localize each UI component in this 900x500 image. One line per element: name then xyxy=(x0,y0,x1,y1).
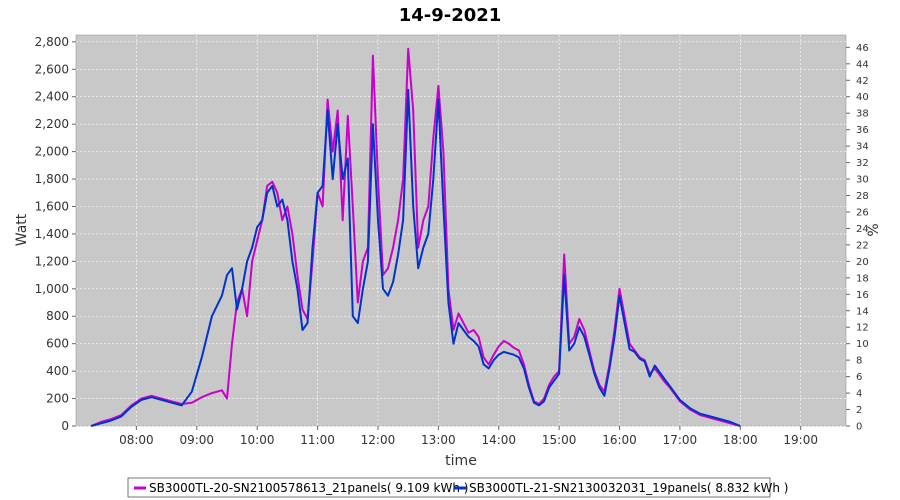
x-tick-label: 11:00 xyxy=(300,433,335,447)
x-tick-label: 09:00 xyxy=(179,433,214,447)
y-tick-label: 2,400 xyxy=(35,90,69,104)
y-tick-label: 1,200 xyxy=(35,254,69,268)
y2-tick-label: 16 xyxy=(856,290,869,301)
y-tick-label: 1,400 xyxy=(35,227,69,241)
x-tick-label: 15:00 xyxy=(542,433,577,447)
y2-tick-label: 14 xyxy=(856,306,869,317)
y2-tick-label: 8 xyxy=(856,356,862,367)
y2-tick-label: 38 xyxy=(856,109,869,120)
x-tick-label: 12:00 xyxy=(361,433,396,447)
y2-tick-label: 44 xyxy=(856,59,869,70)
y-tick-label: 2,200 xyxy=(35,117,69,131)
y2-tick-label: 0 xyxy=(856,422,862,433)
x-tick-label: 13:00 xyxy=(421,433,456,447)
y2-tick-label: 10 xyxy=(856,339,869,350)
y2-tick-label: 22 xyxy=(856,240,869,251)
y2-tick-label: 12 xyxy=(856,323,869,334)
y2-tick-label: 40 xyxy=(856,92,869,103)
y-tick-label: 1,000 xyxy=(35,282,69,296)
y-tick-label: 1,600 xyxy=(35,199,69,213)
x-tick-label: 18:00 xyxy=(723,433,758,447)
series-line-2 xyxy=(90,88,741,427)
y2-tick-label: 18 xyxy=(856,273,869,284)
y2-tick-label: 34 xyxy=(856,142,869,153)
y-tick-label: 600 xyxy=(46,337,69,351)
y2-tick-label: 42 xyxy=(856,76,869,87)
y-tick-label: 1,800 xyxy=(35,172,69,186)
x-axis-label: time xyxy=(445,453,477,469)
legend-label-1: SB3000TL-20-SN2100578613_21panels( 9.109… xyxy=(149,481,468,495)
y2-tick-label: 32 xyxy=(856,158,869,169)
y-tick-label: 0 xyxy=(61,419,69,433)
y-tick-label: 2,800 xyxy=(35,35,69,49)
y2-tick-label: 2 xyxy=(856,405,862,416)
y2-tick-label: 4 xyxy=(856,389,862,400)
y2-tick-label: 20 xyxy=(856,257,869,268)
y-tick-label: 200 xyxy=(46,392,69,406)
x-tick-label: 08:00 xyxy=(119,433,154,447)
y2-tick-label: 26 xyxy=(856,207,869,218)
y2-axis-ticks: 0246810121416182022242628303234363840424… xyxy=(846,43,869,433)
y2-tick-label: 46 xyxy=(856,43,869,54)
y-tick-label: 800 xyxy=(46,309,69,323)
y-tick-label: 400 xyxy=(46,364,69,378)
y2-tick-label: 6 xyxy=(856,372,862,383)
chart-title: 14-9-2021 xyxy=(399,5,502,26)
y2-tick-label: 24 xyxy=(856,224,869,235)
y2-tick-label: 28 xyxy=(856,191,869,202)
y2-axis-label: % xyxy=(866,223,882,236)
y-axis-ticks: 0 200 400 600 800 1,000 1,200 1,400 1,600 1,800 2,… xyxy=(35,35,76,433)
legend: SB3000TL-20-SN2100578613_21panels( 9.109… xyxy=(127,477,788,498)
x-axis-ticks: 08:00 09:00 10:00 11:00 12:00 13:00 14:00 15:00… xyxy=(119,426,818,447)
legend-box xyxy=(127,477,771,498)
x-tick-label: 17:00 xyxy=(663,433,698,447)
grid-lines xyxy=(76,35,846,427)
x-tick-label: 10:00 xyxy=(240,433,275,447)
y-tick-label: 2,000 xyxy=(35,145,69,159)
y2-tick-label: 36 xyxy=(856,125,869,136)
y-axis-label: Watt xyxy=(14,213,30,246)
y-tick-label: 2,600 xyxy=(35,62,69,76)
plot-area xyxy=(75,34,847,427)
x-tick-label: 19:00 xyxy=(783,433,818,447)
y2-tick-label: 30 xyxy=(856,175,869,186)
x-tick-label: 16:00 xyxy=(602,433,637,447)
series-layer xyxy=(90,47,741,427)
x-tick-label: 14:00 xyxy=(481,433,516,447)
legend-label-2: SB3000TL-21-SN2130032031_19panels( 8.832… xyxy=(469,481,788,495)
